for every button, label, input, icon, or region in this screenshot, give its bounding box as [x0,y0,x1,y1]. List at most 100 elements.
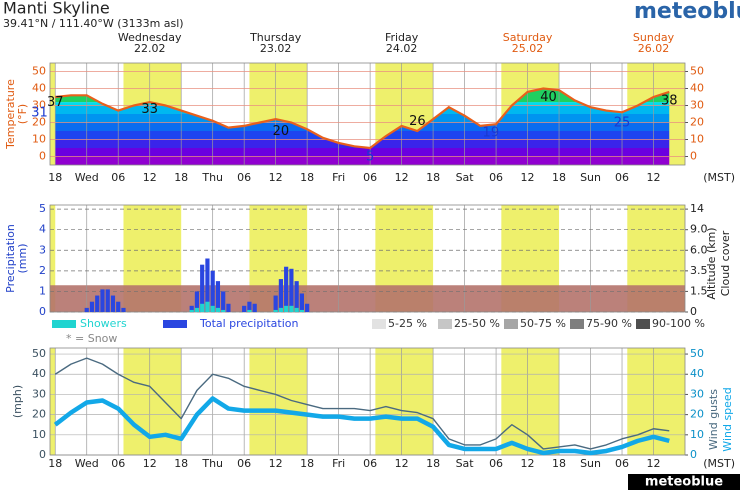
cloud-swatch [438,319,452,329]
x-tick-label: 18 [174,171,188,184]
y-tick-label: 10 [32,133,46,146]
max-temp-label: 38 [661,93,678,108]
x-tick-label: 06 [363,171,377,184]
x-tick-label: 12 [521,171,535,184]
cloud-legend-label: 75-90 % [586,317,632,330]
x-tick-label: 12 [395,171,409,184]
legend-swatch [163,320,187,328]
x-tick-label: 18 [48,171,62,184]
x-tick-label: Sat [456,457,475,470]
precip-bar [210,305,215,312]
precip-bar [84,307,89,312]
precip-bar [305,303,310,312]
x-tick-label: 18 [552,171,566,184]
precip-bar [226,303,231,312]
wind-line [54,357,670,450]
x-tick-label: 18 [174,457,188,470]
y-axis-unit: (°F) [16,104,29,124]
x-tick-label: Sat [456,171,475,184]
precip-bar [95,295,100,312]
plot-frame [49,204,686,313]
precip-bar [289,305,294,312]
max-temp-label: 33 [141,102,158,117]
day-date: 25.02 [512,42,544,55]
precip-bar [247,301,252,312]
x-tick-label: 18 [300,171,314,184]
cloud-legend-label: 25-50 % [454,317,500,330]
x-tick-label: 18 [426,171,440,184]
y2-tick-label: 20 [690,408,704,421]
y-axis-label: (mph) [11,385,24,418]
temp-band [55,156,670,165]
x-tick-label: 12 [269,457,283,470]
precip-bar [299,293,304,312]
daylight-band [249,348,308,455]
y2-tick-label: 0 [690,448,697,461]
y2-tick-label: 30 [690,99,704,112]
y2-tick-label: 50 [690,347,704,360]
y2-tick-label: 3.5 [690,264,708,277]
precip-bar [299,309,304,312]
x-tick-label: 06 [489,457,503,470]
x-tick-label: 06 [237,457,251,470]
day-name: Saturday [503,31,553,44]
x-tick-label: 06 [237,171,251,184]
y-tick-label: 50 [32,347,46,360]
cloud-legend-label: 5-25 % [388,317,427,330]
daylight-band [375,348,434,455]
y2-tick-label: 0 [690,150,697,163]
min-temp-label: 25 [614,116,631,131]
precip-bar [116,301,121,312]
y2-tick-label: 40 [690,82,704,95]
wind-line [53,396,670,456]
min-temp-label: 5 [366,150,374,165]
y-tick-label: 40 [32,82,46,95]
y2-tick-label: 10 [690,133,704,146]
precip-bar [215,307,221,312]
x-tick-label: Wed [75,457,99,470]
daylight-band [501,348,560,455]
precip-bar [294,281,299,312]
y-axis-unit: (mm) [16,243,29,273]
y2-tick-label: 14 [690,202,704,215]
min-temp-label: 19 [483,126,500,141]
max-temp-label: 40 [540,90,557,105]
x-tick-label: 06 [615,171,629,184]
x-tick-label: Sun [580,457,601,470]
x-tick-label: 06 [615,457,629,470]
precip-bar [200,303,205,312]
day-name: Sunday [633,31,675,44]
precip-bar [215,281,221,312]
precip-bar [110,295,116,312]
legend-label: Showers [80,317,127,330]
precip-bar [294,307,299,312]
x-tick-label: 18 [426,457,440,470]
precip-bar [289,268,294,312]
y-tick-label: 0 [39,305,46,318]
footer-brand: meteoblue [645,475,723,490]
y-tick-label: 3 [39,243,46,256]
precip-bar [205,301,210,312]
y-tick-label: 5 [39,202,46,215]
precip-bar [284,266,289,312]
footer-box [628,474,740,490]
x-tick-label: 06 [363,457,377,470]
y2-tick-label: 10 [690,428,704,441]
y-tick-label: 40 [32,367,46,380]
precip-bar [273,309,278,312]
y-tick-label: 20 [32,408,46,421]
precip-bar [221,291,226,312]
max-temp-label: 37 [47,95,64,110]
day-name: Wednesday [118,31,182,44]
low-cloud-layer [50,285,685,312]
y-tick-label: 10 [32,428,46,441]
temp-band [55,148,670,157]
day-date: 22.02 [134,42,166,55]
y2-tick-label: 20 [690,116,704,129]
y2-axis-label: Altitude (km) [705,227,718,299]
daylight-band [50,348,56,455]
x-tick-label: 12 [521,457,535,470]
x-tick-label: 18 [300,457,314,470]
legend-label: Wind gusts [707,389,720,450]
